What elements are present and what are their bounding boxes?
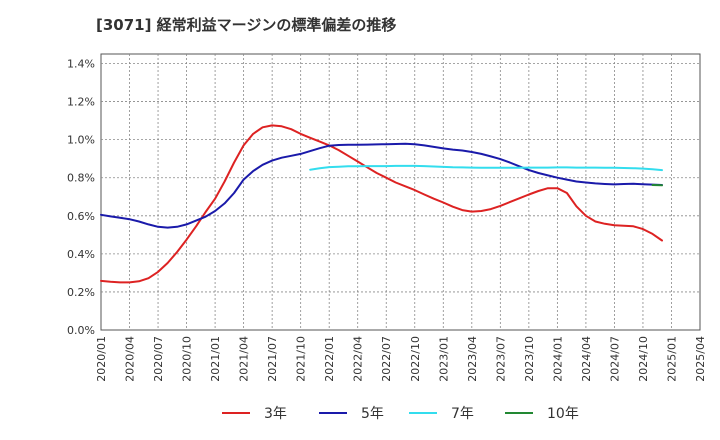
legend-label-3: 10年	[547, 406, 579, 422]
y-tick-label: 1.2%	[67, 96, 95, 109]
x-tick-label: 2023/04	[466, 336, 479, 382]
legend-label-0: 3年	[264, 406, 287, 422]
legend-layer: 3年 5年 7年 10年	[222, 406, 579, 422]
x-tick-label: 2022/04	[352, 336, 365, 382]
series-line-1	[100, 142, 663, 229]
y-tick-label: 0.4%	[67, 248, 95, 261]
x-tick-label: 2024/01	[551, 336, 564, 382]
x-tick-label: 2022/01	[323, 336, 336, 382]
x-tick-label: 2021/04	[238, 336, 251, 382]
y-tick-label: 0.2%	[67, 286, 95, 299]
y-tick-label: 0.8%	[67, 172, 95, 185]
x-tick-label: 2024/10	[637, 336, 650, 382]
series-layer	[100, 124, 663, 284]
y-tick-label: 1.4%	[67, 58, 95, 71]
x-tick-label: 2021/10	[295, 336, 308, 382]
y-tick-label: 0.6%	[67, 210, 95, 223]
x-tick-label: 2021/01	[209, 336, 222, 382]
legend-label-2: 7年	[451, 406, 474, 422]
y-tick-label: 1.0%	[67, 134, 95, 147]
legend-label-1: 5年	[361, 406, 384, 422]
x-tick-label: 2023/07	[494, 336, 507, 382]
x-tick-label: 2020/01	[95, 336, 108, 382]
x-tick-label: 2022/10	[409, 336, 422, 382]
x-tick-label: 2023/01	[437, 336, 450, 382]
series-line-2	[309, 164, 663, 172]
x-tick-label: 2020/04	[124, 336, 137, 382]
x-tick-label: 2025/01	[665, 336, 678, 382]
plot-frame	[100, 53, 701, 331]
y-tick-label: 0.0%	[67, 324, 95, 337]
x-tick-label: 2020/07	[152, 336, 165, 382]
x-tick-label: 2023/10	[523, 336, 536, 382]
x-tick-label: 2024/04	[580, 336, 593, 382]
chart-title: [3071] 経常利益マージンの標準偏差の推移	[96, 16, 397, 34]
axis-layer: 0.0% 0.2% 0.4% 0.6% 0.8% 1.0% 1.2% 1.4% 2020/01 2…	[67, 58, 707, 382]
series-line-0	[100, 124, 663, 284]
x-tick-label: 2022/07	[380, 336, 393, 382]
x-tick-label: 2024/07	[608, 336, 621, 382]
x-tick-label: 2021/07	[266, 336, 279, 382]
x-tick-label: 2020/10	[181, 336, 194, 382]
grid-layer	[100, 53, 701, 331]
x-tick-label: 2025/04	[694, 336, 707, 382]
